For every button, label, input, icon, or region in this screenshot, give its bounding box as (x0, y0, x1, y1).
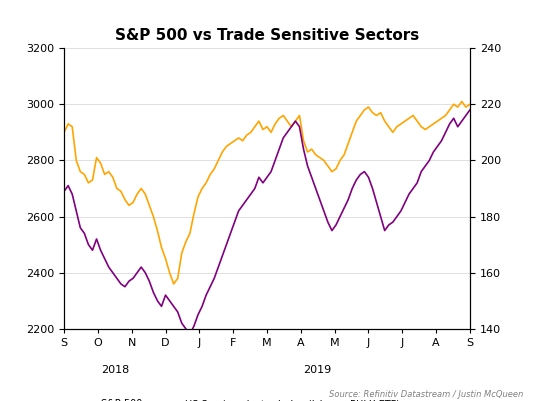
Text: 2018: 2018 (101, 365, 129, 375)
Text: Source: Refinitiv Datastream / Justin McQueen: Source: Refinitiv Datastream / Justin Mc… (329, 390, 523, 399)
Legend: S&P 500, US Semiconductor Index (Ishares PHLX ETF): S&P 500, US Semiconductor Index (Ishares… (66, 395, 404, 401)
Text: 2019: 2019 (304, 365, 332, 375)
Title: S&P 500 vs Trade Sensitive Sectors: S&P 500 vs Trade Sensitive Sectors (115, 28, 419, 43)
